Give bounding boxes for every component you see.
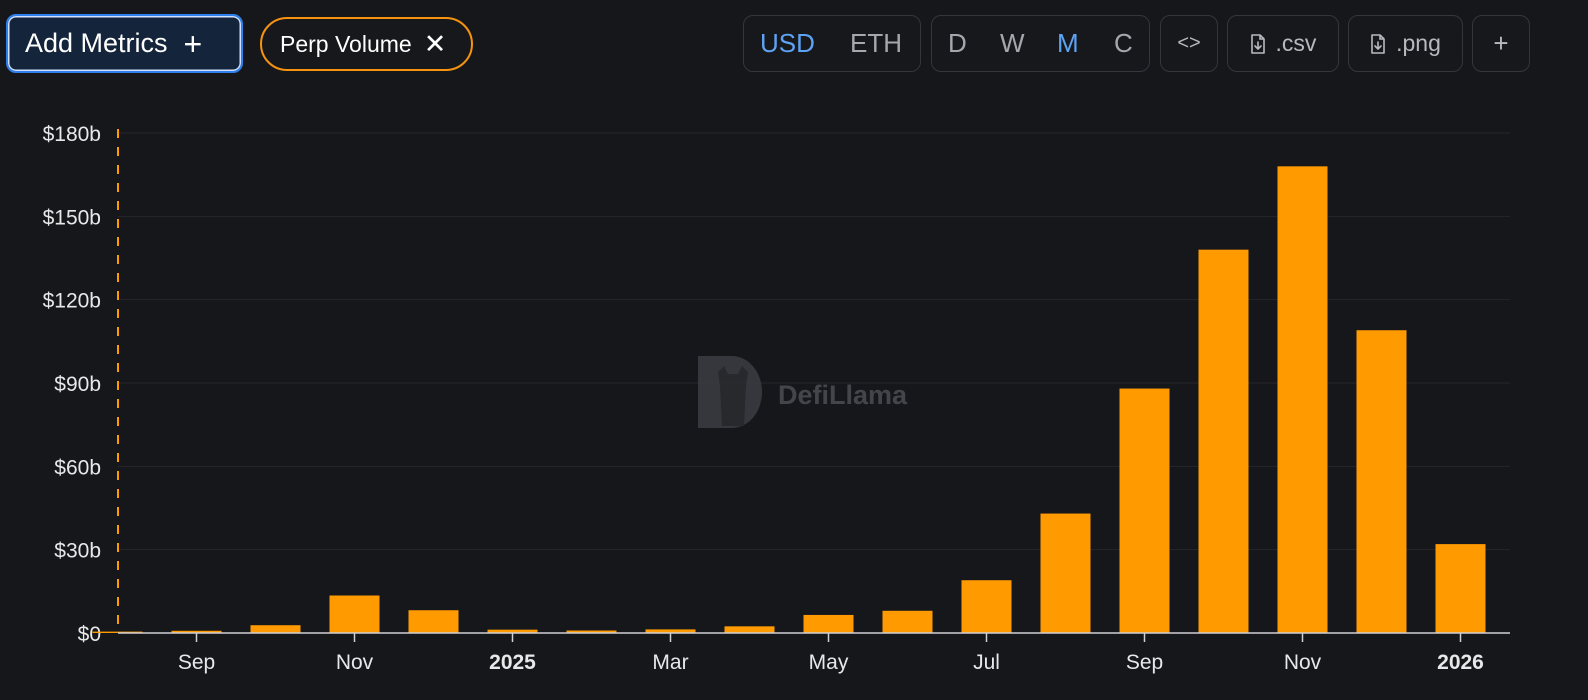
x-tick-label: Nov <box>336 651 374 674</box>
download-csv-label: .csv <box>1275 30 1317 56</box>
file-download-icon <box>1250 33 1265 54</box>
x-tick-label: May <box>809 651 849 674</box>
y-tick-label: $180b <box>43 123 101 146</box>
bar-2025-04[interactable] <box>724 626 775 633</box>
y-tick-label: $0 <box>78 623 101 646</box>
bar-2025-10[interactable] <box>1198 249 1249 633</box>
download-png-button[interactable]: .png <box>1348 15 1463 72</box>
y-axis: $0 $30b $60b $90b $120b $150b $180b <box>43 123 101 646</box>
defillama-watermark: DefiLlama <box>698 356 908 428</box>
y-tick-label: $120b <box>43 290 101 313</box>
period-option-monthly[interactable]: M <box>1057 28 1079 58</box>
bar-2025-09[interactable] <box>1119 388 1170 633</box>
bar-2024-08[interactable] <box>92 631 143 633</box>
bars <box>92 166 1486 634</box>
add-metrics-button[interactable]: Add Metrics + <box>6 14 243 73</box>
bar-2024-09[interactable] <box>171 630 222 633</box>
close-icon[interactable]: ✕ <box>423 28 447 59</box>
currency-option-usd[interactable]: USD <box>760 28 815 58</box>
x-tick-label: 2026 <box>1437 651 1484 674</box>
more-options-button[interactable]: + <box>1472 15 1530 72</box>
x-tick-label: Mar <box>652 651 688 674</box>
x-tick-label: Sep <box>1126 651 1163 674</box>
bar-2025-11[interactable] <box>1277 166 1328 633</box>
y-tick-label: $90b <box>54 373 101 396</box>
download-csv-button[interactable]: .csv <box>1227 15 1339 72</box>
x-tick-label: Nov <box>1284 651 1322 674</box>
bar-2024-10[interactable] <box>250 625 301 633</box>
metric-chip-perp-volume[interactable]: Perp Volume ✕ <box>260 17 473 71</box>
x-tick-label: 2025 <box>489 651 536 674</box>
chart-toolbar: Add Metrics + Perp Volume ✕ USD ETH D W … <box>0 0 1588 90</box>
bar-2025-03[interactable] <box>645 629 696 633</box>
download-png-label: .png <box>1396 30 1441 56</box>
x-axis: Sep Nov 2025 Mar May Jul Sep Nov 2026 <box>178 633 1484 674</box>
x-tick-label: Sep <box>178 651 215 674</box>
x-tick-label: Jul <box>973 651 1000 674</box>
metric-chip-label: Perp Volume <box>280 30 412 57</box>
embed-code-button[interactable]: <> <box>1160 15 1218 72</box>
period-option-cumulative[interactable]: C <box>1114 28 1133 58</box>
period-option-daily[interactable]: D <box>948 28 967 58</box>
watermark-text: DefiLlama <box>778 380 908 410</box>
bar-2024-12[interactable] <box>408 610 459 633</box>
y-tick-label: $150b <box>43 206 101 229</box>
perp-volume-bar-chart: DefiLlama $0$30b$60b$90b$120b$150b$180b … <box>43 123 1510 674</box>
bar-2024-11[interactable] <box>329 595 380 634</box>
period-option-weekly[interactable]: W <box>1000 28 1025 58</box>
bar-2026-01[interactable] <box>1435 544 1486 633</box>
code-icon: <> <box>1177 32 1201 54</box>
file-download-icon <box>1371 33 1385 54</box>
y-tick-label: $30b <box>54 540 101 563</box>
bar-2025-02[interactable] <box>566 630 617 634</box>
add-metrics-label: Add Metrics <box>25 28 168 58</box>
period-toggle: D W M C <box>931 15 1150 72</box>
currency-option-eth[interactable]: ETH <box>850 28 902 58</box>
currency-toggle: USD ETH <box>743 15 921 72</box>
plus-icon: + <box>183 25 203 62</box>
plus-icon: + <box>1493 28 1509 58</box>
y-tick-label: $60b <box>54 456 101 479</box>
bar-2025-01[interactable] <box>487 629 538 633</box>
bar-2025-08[interactable] <box>1040 513 1091 633</box>
bar-2025-12[interactable] <box>1356 330 1407 633</box>
bar-2025-07[interactable] <box>961 580 1012 633</box>
bar-2025-05[interactable] <box>803 614 854 633</box>
bar-2025-06[interactable] <box>882 610 933 633</box>
